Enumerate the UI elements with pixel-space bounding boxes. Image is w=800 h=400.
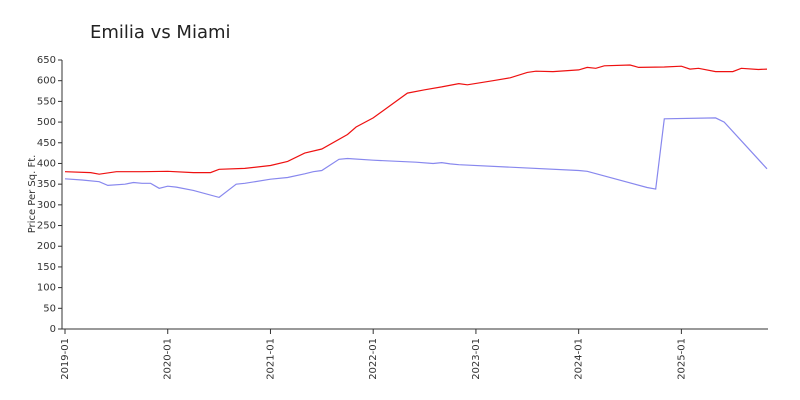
chart-title: Emilia vs Miami	[90, 22, 231, 43]
y-tick-label: 100	[37, 283, 56, 294]
x-tick-label: 2020-01	[163, 338, 174, 380]
y-axis-label: Price Per Sq. Ft.	[27, 155, 38, 234]
y-tick-label: 0	[50, 324, 56, 335]
series-line	[64, 64, 768, 175]
x-tick-label: 2024-01	[574, 338, 585, 380]
y-tick-label: 350	[37, 179, 56, 190]
x-tick-label: 2025-01	[676, 338, 687, 380]
x-tick-label: 2023-01	[471, 338, 482, 380]
x-tick-label: 2022-01	[368, 338, 379, 380]
y-tick-label: 300	[37, 200, 56, 211]
y-tick-label: 450	[37, 138, 56, 149]
y-tick-label: 400	[37, 158, 56, 169]
x-tick-label: 2019-01	[60, 338, 71, 380]
series-line	[64, 117, 768, 199]
y-tick-label: 600	[37, 76, 56, 87]
y-tick-label: 250	[37, 221, 56, 232]
y-tick-label: 50	[43, 303, 56, 314]
y-tick-label: 200	[37, 241, 56, 252]
y-tick-label: 500	[37, 117, 56, 128]
y-tick-label: 550	[37, 96, 56, 107]
y-tick-label: 650	[37, 55, 56, 66]
x-tick-label: 2021-01	[265, 338, 276, 380]
y-tick-label: 150	[37, 262, 56, 273]
